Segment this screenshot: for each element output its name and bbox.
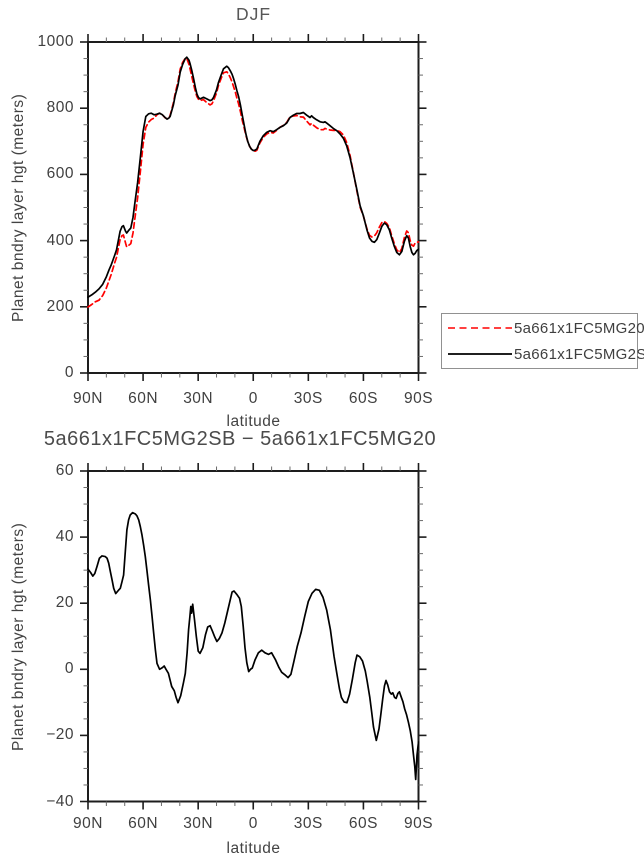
x-tick-label: 60S xyxy=(348,815,378,832)
x-tick-label: 60N xyxy=(128,390,159,407)
legend-dashed-line-icon xyxy=(448,327,512,329)
legend-entry-mg20: 5a661x1FC5MG20 xyxy=(442,316,644,340)
y-tick-label: −40 xyxy=(46,792,74,810)
x-tick-label: 30N xyxy=(183,390,214,407)
x-tick-label: 90S xyxy=(403,815,434,832)
y-tick-label: 400 xyxy=(46,231,74,249)
top-chart-title: DJF xyxy=(235,4,272,24)
top-plot-area xyxy=(80,34,427,381)
legend-box: 5a661x1FC5MG20 5a661x1FC5MG2SB xyxy=(441,313,644,369)
y-tick-label: 60 xyxy=(55,462,74,479)
bottom-chart-title: 5a661x1FC5MG2SB − 5a661x1FC5MG20 xyxy=(43,428,437,450)
top-y-axis-label: Planet bndry layer hgt (meters) xyxy=(10,93,27,322)
series-line-5a661x1fc5mg2sb xyxy=(87,56,420,299)
x-tick-label: 90N xyxy=(73,390,103,407)
y-tick-label: 800 xyxy=(46,99,74,117)
x-tick-label: 60N xyxy=(128,815,159,832)
legend-solid-line-icon xyxy=(448,353,512,355)
series-line-difference-5a661x1fc5mg2sb-5a661x1fc5mg20- xyxy=(87,511,420,781)
bottom-y-axis-label: Planet bndry layer hgt (meters) xyxy=(10,522,27,751)
x-tick-label: 0 xyxy=(248,815,258,832)
x-tick-label: 90S xyxy=(403,390,434,407)
bottom-x-axis-label: latitude xyxy=(226,840,281,857)
y-tick-label: 0 xyxy=(64,660,74,678)
x-tick-label: 30N xyxy=(183,815,214,832)
y-tick-label: 600 xyxy=(46,165,74,183)
x-tick-label: 0 xyxy=(248,390,258,407)
bottom-plot-area xyxy=(80,463,427,810)
x-tick-label: 90N xyxy=(73,815,103,832)
plot-border xyxy=(87,470,420,803)
y-tick-label: −20 xyxy=(46,726,74,744)
x-tick-label: 30S xyxy=(293,390,323,407)
x-tick-label: 30S xyxy=(293,815,323,832)
y-tick-label: 0 xyxy=(64,364,74,381)
y-tick-label: 20 xyxy=(55,594,74,612)
plot-border xyxy=(87,41,420,374)
top-x-axis-label: latitude xyxy=(226,413,281,430)
x-tick-label: 60S xyxy=(348,390,378,407)
legend-label-mg2sb: 5a661x1FC5MG2SB xyxy=(514,345,644,363)
legend-entry-mg2sb: 5a661x1FC5MG2SB xyxy=(442,342,644,366)
y-tick-label: 1000 xyxy=(37,33,74,50)
y-tick-label: 200 xyxy=(46,297,74,315)
y-tick-label: 40 xyxy=(55,528,74,546)
legend-label-mg20: 5a661x1FC5MG20 xyxy=(514,319,644,337)
